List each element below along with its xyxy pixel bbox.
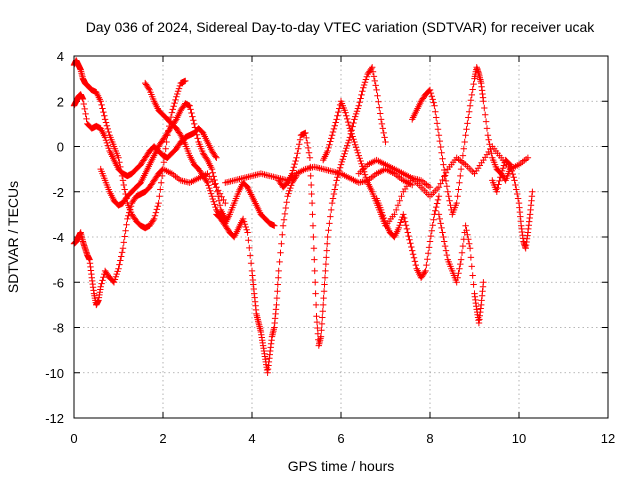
data-point-markers: [275, 64, 389, 349]
y-tick-label: -8: [52, 321, 64, 336]
y-axis-title: SDTVAR / TECUs: [5, 181, 21, 293]
y-tick-label: -12: [45, 411, 64, 426]
plot-frame: [73, 55, 609, 419]
data-point-markers: [409, 64, 514, 218]
series-track-14: [489, 156, 536, 252]
y-tick-label: 2: [57, 94, 64, 109]
x-tick-label: 4: [248, 431, 255, 446]
series-track-12: [409, 64, 514, 218]
y-tick-label: 4: [57, 49, 64, 64]
y-tick-label: -6: [52, 275, 64, 290]
x-tick-label: 10: [512, 431, 526, 446]
x-tick-label: 2: [159, 431, 166, 446]
y-tick-label: -10: [45, 366, 64, 381]
data-point-markers: [222, 163, 416, 189]
series-track-1: [70, 57, 189, 232]
x-tick-label: 12: [601, 431, 615, 446]
axis-ticks: 0 2 4 6 8 10 12 -12 -10 -8 -6 -4 -2 0 2 4: [45, 49, 615, 446]
x-axis-title: GPS time / hours: [288, 458, 395, 474]
x-tick-label: 0: [70, 431, 77, 446]
data-point-markers: [435, 211, 487, 327]
data-point-markers: [373, 193, 443, 281]
series-track-4: [97, 100, 229, 223]
y-tick-label: 0: [57, 140, 64, 155]
series-track-13: [435, 211, 487, 327]
chart-title: Day 036 of 2024, Sidereal Day-to-day VTE…: [86, 19, 596, 35]
data-point-markers: [97, 100, 229, 223]
data-point-markers: [489, 156, 536, 252]
y-tick-label: -4: [52, 230, 64, 245]
data-point-markers: [213, 172, 300, 376]
data-point-markers: [142, 79, 278, 229]
data-point-markers: [70, 57, 189, 232]
series-track-10: [373, 193, 443, 281]
series-track-6: [213, 172, 300, 376]
series-track-7: [222, 163, 416, 189]
series-track-8: [275, 64, 389, 349]
series-track-5: [142, 79, 278, 229]
data-points: [70, 57, 536, 376]
x-tick-label: 8: [426, 431, 433, 446]
y-tick-label: -2: [52, 185, 64, 200]
x-tick-label: 6: [337, 431, 344, 446]
